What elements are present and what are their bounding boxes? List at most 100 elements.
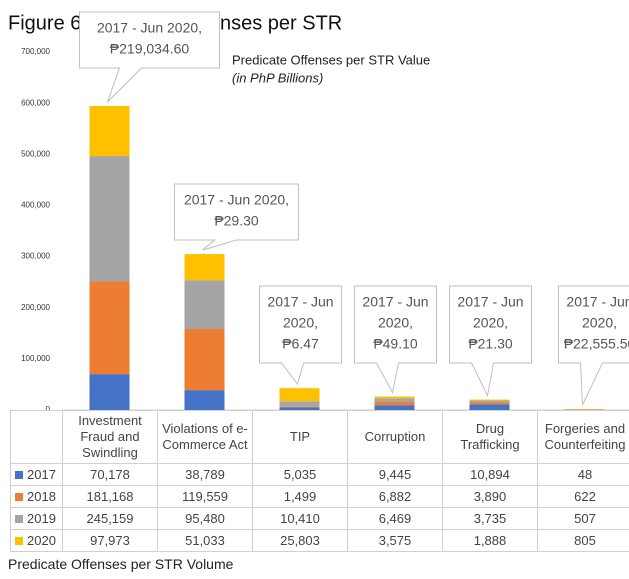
- callout-box: [354, 285, 437, 394]
- bar-segment: [469, 402, 510, 405]
- table-value: 181,168: [62, 485, 158, 508]
- bar-segment: [184, 280, 225, 330]
- callout-text: 2017 - Jun 2020,: [184, 192, 289, 208]
- x-tick-label: Corruption: [347, 410, 443, 464]
- bar-segment: [279, 388, 320, 402]
- bar-segment: [89, 374, 130, 410]
- table-value: 38,789: [157, 463, 253, 486]
- bar-segment: [374, 405, 415, 410]
- table-value: 805: [537, 529, 629, 552]
- table-value: 95,480: [157, 507, 253, 530]
- callout-text: ₱22,555.50: [564, 336, 629, 352]
- table-value: 10,410: [252, 507, 348, 530]
- x-tick-label: Violations of e-Commerce Act: [157, 410, 253, 464]
- bar-segment: [469, 400, 510, 403]
- table-value: 1,888: [442, 529, 538, 552]
- callout-text: 2017 - Jun: [267, 294, 333, 310]
- legend-label: 2019: [27, 511, 56, 526]
- callout-text: 2020,: [473, 315, 508, 331]
- callout-box: [259, 285, 342, 386]
- callout-text: ₱21.30: [468, 336, 513, 352]
- callout-box: [449, 285, 532, 398]
- callout-text: 2017 - Jun 2020,: [97, 20, 202, 36]
- bar-segment: [374, 398, 415, 402]
- x-tick-label: Drug Trafficking: [442, 410, 538, 464]
- table-row: 2020 97,973 51,033 25,803 3,575 1,888 805: [10, 529, 629, 552]
- bar-segment: [89, 156, 130, 282]
- x-tick-label: Forgeries and Counterfeiting: [537, 410, 629, 464]
- legend-swatch: [15, 537, 23, 545]
- bar-segment: [279, 407, 320, 410]
- y-tick-label: 200,000: [21, 303, 50, 312]
- callout-text: 2017 - Jun: [457, 294, 523, 310]
- y-tick-label: 500,000: [21, 149, 50, 158]
- table-value: 245,159: [62, 507, 158, 530]
- table-value: 3,890: [442, 485, 538, 508]
- legend-cell: 2017: [10, 463, 63, 486]
- bar-segment: [89, 105, 130, 157]
- bar-segment: [184, 329, 225, 391]
- callout-box: [79, 11, 220, 103]
- callout-text: 2020,: [378, 315, 413, 331]
- callout-text: 2020,: [582, 315, 617, 331]
- y-tick-label: 700,000: [21, 47, 50, 56]
- table-value: 25,803: [252, 529, 348, 552]
- annotation: Predicate Offenses per STR Value: [232, 52, 430, 67]
- bar-segment: [374, 401, 415, 406]
- callout-text: 2017 - Jun: [362, 294, 428, 310]
- table-value: 6,469: [347, 507, 443, 530]
- bar-segment: [469, 404, 510, 410]
- legend-cell: 2018: [10, 485, 63, 508]
- table-value: 3,735: [442, 507, 538, 530]
- corner-cell: [10, 410, 63, 464]
- table-value: 10,894: [442, 463, 538, 486]
- legend-cell: 2019: [10, 507, 63, 530]
- footer: Predicate Offenses per STR Volume: [8, 556, 234, 572]
- table-header-row: Investment Fraud and Swindling Violations…: [10, 410, 629, 464]
- table-value: 48: [537, 463, 629, 486]
- callout-box: [558, 285, 629, 406]
- chart: Figure 6. Predicate Offenses per STR Pre…: [8, 11, 629, 410]
- y-tick-label: 400,000: [21, 201, 50, 210]
- table-value: 622: [537, 485, 629, 508]
- table-value: 1,499: [252, 485, 348, 508]
- bar-segment: [184, 254, 225, 281]
- legend-swatch: [15, 493, 23, 501]
- legend-label: 2017: [27, 467, 56, 482]
- callout-text: ₱219,034.60: [110, 41, 190, 57]
- table-value: 5,035: [252, 463, 348, 486]
- y-tick-label: 0: [46, 405, 51, 410]
- table-row: 2018 181,168 119,559 1,499 6,882 3,890 622: [10, 485, 629, 508]
- bar-segment: [469, 399, 510, 401]
- table-row: 2019 245,159 95,480 10,410 6,469 3,735 507: [10, 507, 629, 530]
- legend-cell: 2020: [10, 529, 63, 552]
- callout-text: 2020,: [283, 315, 318, 331]
- callout-text: ₱49.10: [373, 336, 418, 352]
- y-tick-label: 100,000: [21, 354, 50, 363]
- callout-text: ₱6.47: [282, 336, 319, 352]
- callout-box: [174, 183, 299, 251]
- bar-segment: [279, 406, 320, 408]
- table-value: 51,033: [157, 529, 253, 552]
- callout-text: ₱29.30: [214, 213, 259, 229]
- table-value: 70,178: [62, 463, 158, 486]
- callout-text: 2017 - Jun: [566, 294, 629, 310]
- annotation-unit: (in PhP Billions): [232, 70, 323, 85]
- bar-segment: [374, 396, 415, 399]
- table-value: 3,575: [347, 529, 443, 552]
- legend-swatch: [15, 471, 23, 479]
- legend-label: 2018: [27, 489, 56, 504]
- legend-swatch: [15, 515, 23, 523]
- table-value: 9,445: [347, 463, 443, 486]
- table-row: 2017 70,178 38,789 5,035 9,445 10,894 48: [10, 463, 629, 486]
- y-tick-label: 300,000: [21, 252, 50, 261]
- table-value: 507: [537, 507, 629, 530]
- table-value: 6,882: [347, 485, 443, 508]
- x-tick-label: Investment Fraud and Swindling: [62, 410, 158, 464]
- legend-label: 2020: [27, 533, 56, 548]
- bar-segment: [89, 281, 130, 375]
- x-tick-label: TIP: [252, 410, 348, 464]
- bar-segment: [279, 401, 320, 407]
- bar-segment: [184, 390, 225, 410]
